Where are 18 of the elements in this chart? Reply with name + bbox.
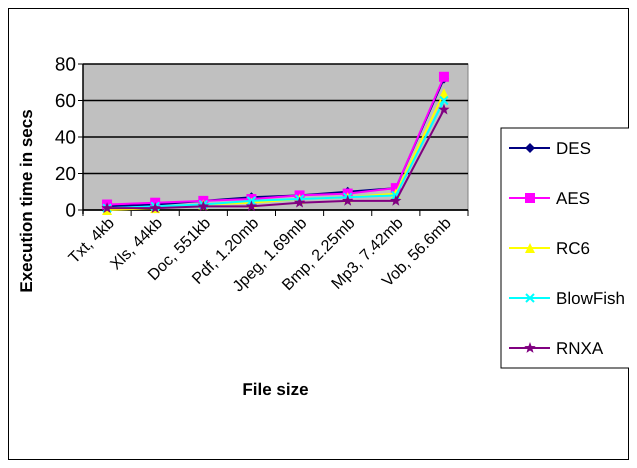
legend-label: BlowFish	[556, 288, 625, 308]
legend-label: RNXA	[556, 338, 604, 358]
x-axis-title: File size	[242, 380, 309, 399]
point	[342, 194, 354, 206]
legend-label: DES	[556, 138, 591, 158]
y-tick-label: 40	[54, 128, 76, 149]
point	[390, 194, 402, 206]
legend-label: AES	[556, 188, 590, 208]
legend-label: RC6	[556, 238, 590, 258]
point	[438, 104, 450, 114]
point	[246, 200, 258, 212]
y-tick-label: 60	[54, 91, 76, 112]
point	[438, 96, 449, 106]
y-tick-label: 80	[54, 54, 76, 76]
point	[294, 196, 306, 208]
y-tick-label: 20	[54, 164, 76, 186]
y-axis-title: Execution time in secs	[17, 109, 36, 293]
y-tick-label: 0	[65, 200, 76, 222]
